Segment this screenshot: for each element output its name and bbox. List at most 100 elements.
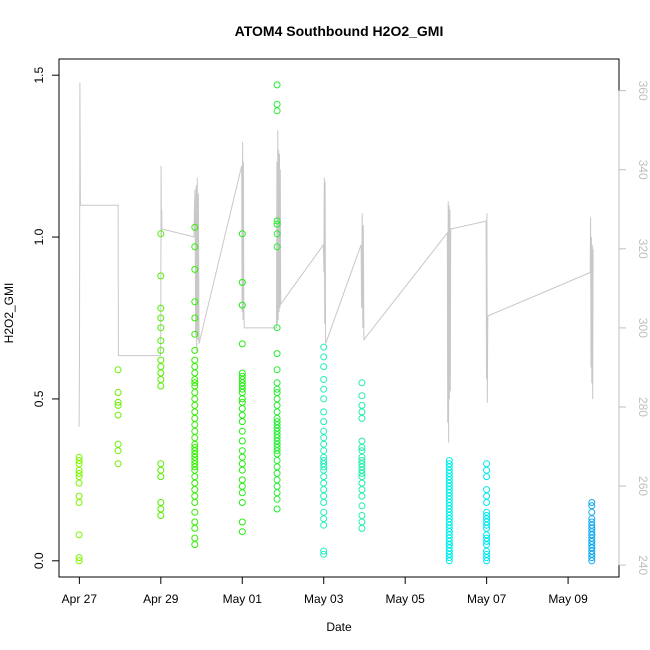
data-point bbox=[238, 369, 246, 377]
data-point bbox=[191, 486, 199, 494]
data-point bbox=[191, 427, 199, 435]
data-point bbox=[157, 369, 165, 377]
data-point bbox=[273, 379, 281, 387]
data-point bbox=[358, 408, 366, 416]
data-point bbox=[320, 499, 328, 506]
x-axis-title: Date bbox=[326, 620, 352, 634]
data-point bbox=[114, 389, 122, 396]
y-tick-label: 1.0 bbox=[32, 228, 46, 245]
data-point bbox=[191, 401, 199, 409]
data-point bbox=[191, 363, 199, 371]
data-point bbox=[191, 346, 199, 354]
plot-area bbox=[75, 81, 596, 565]
data-point bbox=[157, 356, 165, 364]
x-axis: Apr 27 Apr 29 May 01 May 03 May 05 May 07 May … bbox=[62, 576, 588, 606]
data-point bbox=[273, 418, 281, 426]
data-point bbox=[273, 220, 281, 228]
data-point bbox=[157, 376, 165, 383]
data-point bbox=[114, 411, 122, 419]
data-point bbox=[191, 492, 199, 500]
data-point bbox=[238, 418, 246, 426]
data-point bbox=[238, 427, 246, 435]
data-point bbox=[191, 421, 199, 429]
data-point bbox=[320, 473, 328, 481]
data-point bbox=[238, 476, 246, 484]
data-point bbox=[157, 363, 165, 371]
data-point bbox=[588, 508, 596, 516]
data-point bbox=[114, 460, 122, 468]
data-point bbox=[191, 408, 199, 416]
data-point bbox=[320, 376, 328, 383]
data-point bbox=[238, 499, 246, 506]
data-point bbox=[157, 505, 165, 513]
secondary-series-line bbox=[78, 82, 594, 443]
data-point bbox=[75, 557, 83, 565]
data-point bbox=[320, 385, 328, 393]
x-tick-label: May 03 bbox=[304, 592, 344, 606]
data-point bbox=[238, 518, 246, 526]
data-point bbox=[358, 479, 366, 487]
y2-tick-label: 320 bbox=[636, 239, 650, 259]
data-point bbox=[273, 495, 281, 503]
data-point bbox=[75, 554, 83, 562]
data-point bbox=[75, 479, 83, 487]
data-point bbox=[358, 502, 366, 510]
data-point bbox=[238, 278, 246, 286]
data-point bbox=[238, 447, 246, 455]
data-point bbox=[191, 389, 199, 396]
data-point bbox=[191, 434, 199, 442]
data-point bbox=[273, 395, 281, 403]
data-point bbox=[238, 460, 246, 468]
data-point bbox=[273, 366, 281, 374]
data-point bbox=[191, 534, 199, 542]
data-point bbox=[320, 440, 328, 448]
data-point bbox=[114, 398, 122, 406]
x-tick-label: May 07 bbox=[467, 592, 507, 606]
data-point bbox=[191, 444, 199, 451]
data-point bbox=[75, 499, 83, 506]
data-point bbox=[483, 499, 491, 506]
y-tick-label: 1.5 bbox=[32, 67, 46, 84]
data-point bbox=[483, 466, 491, 474]
chart-title: ATOM4 Southbound H2O2_GMI bbox=[235, 23, 444, 39]
x-tick-label: Apr 29 bbox=[143, 592, 179, 606]
data-point bbox=[320, 418, 328, 426]
data-point bbox=[273, 217, 281, 225]
data-point bbox=[238, 411, 246, 419]
data-point bbox=[157, 460, 165, 468]
data-point bbox=[238, 405, 246, 413]
data-point bbox=[273, 476, 281, 484]
data-point bbox=[273, 243, 281, 251]
data-point bbox=[358, 457, 366, 464]
data-point bbox=[320, 486, 328, 494]
data-point bbox=[191, 265, 199, 273]
data-point bbox=[238, 301, 246, 309]
data-point bbox=[191, 298, 199, 306]
x-tick-label: May 05 bbox=[386, 592, 426, 606]
data-point bbox=[273, 482, 281, 490]
data-point bbox=[114, 401, 122, 409]
data-point bbox=[320, 343, 328, 351]
data-point bbox=[238, 230, 246, 238]
data-point bbox=[358, 486, 366, 494]
data-point bbox=[273, 230, 281, 238]
data-point bbox=[358, 414, 366, 422]
data-point bbox=[75, 492, 83, 500]
data-point bbox=[75, 457, 83, 464]
data-point bbox=[191, 243, 199, 251]
data-point bbox=[157, 346, 165, 354]
y-axis-title: H2O2_GMI bbox=[2, 283, 16, 344]
data-point bbox=[273, 457, 281, 464]
data-point bbox=[238, 528, 246, 536]
data-point bbox=[320, 521, 328, 529]
data-point bbox=[238, 398, 246, 406]
data-point bbox=[191, 473, 199, 481]
data-point bbox=[320, 353, 328, 361]
data-point bbox=[273, 81, 281, 89]
data-point bbox=[358, 437, 366, 445]
data-point bbox=[157, 230, 165, 238]
data-point bbox=[320, 479, 328, 487]
data-point bbox=[358, 524, 366, 532]
data-point bbox=[75, 453, 83, 461]
